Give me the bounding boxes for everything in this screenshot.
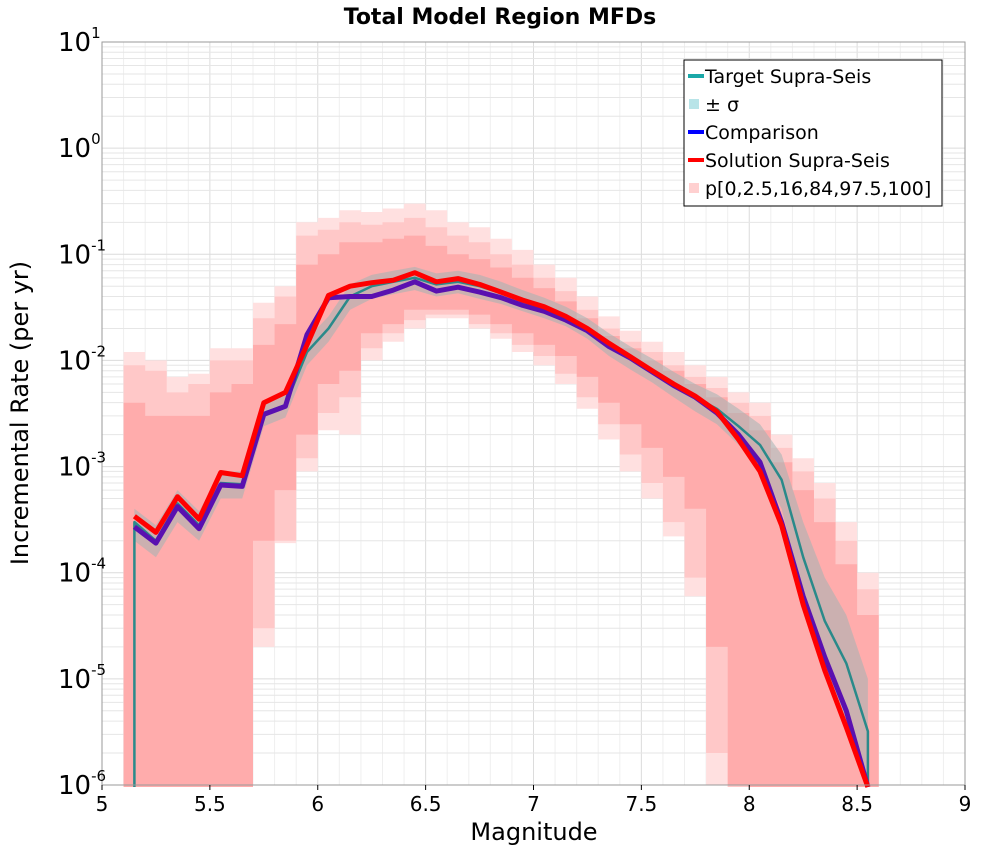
target-sigma-band: [134, 266, 868, 787]
y-tick-label: 101: [58, 24, 101, 58]
x-tick-label: 7.5: [625, 792, 657, 816]
legend-box: [683, 59, 943, 207]
y-tick-label: 10-2: [58, 342, 106, 376]
legend-label: Solution Supra-Seis: [705, 150, 890, 172]
y-tick-label: 10-5: [58, 661, 106, 695]
x-tick-label: 8: [743, 792, 756, 816]
y-tick-label: 10-1: [58, 236, 106, 270]
chart-title: Total Model Region MFDs: [344, 5, 657, 30]
legend-swatch: [689, 99, 699, 109]
legend-label: p[0,2.5,16,84,97.5,100]: [705, 178, 931, 200]
x-axis-ticks: 5 5.5 6 6.5 7 7.5 8 8.5 9: [96, 785, 972, 816]
x-tick-label: 9: [959, 792, 972, 816]
y-tick-label: 10-6: [58, 767, 106, 801]
legend-label: Comparison: [705, 122, 819, 144]
x-tick-label: 5: [96, 792, 109, 816]
x-tick-label: 6: [311, 792, 324, 816]
series-line-comparison: [132, 279, 871, 788]
y-tick-label: 10-4: [58, 555, 106, 589]
legend-swatch: [689, 183, 699, 193]
y-axis-label: Incremental Rate (per yr): [6, 261, 34, 565]
y-axis-ticks: 10-6 10-5 10-4 10-3 10-2 10-1 100 101: [58, 24, 106, 801]
x-tick-label: 6.5: [410, 792, 442, 816]
x-tick-label: 8.5: [841, 792, 873, 816]
sigma-band: [134, 266, 868, 787]
legend: Target Supra-Seis ± σ Comparison Solution S…: [683, 59, 943, 207]
series-lines: [132, 270, 871, 788]
x-tick-label: 5.5: [194, 792, 226, 816]
y-tick-label: 100: [58, 130, 101, 164]
x-tick-label: 7: [527, 792, 540, 816]
percentile-band-p16-p84: [123, 235, 879, 788]
legend-label: ± σ: [705, 94, 739, 116]
y-tick-label: 10-3: [58, 449, 106, 483]
legend-label: Target Supra-Seis: [704, 66, 871, 88]
series-line-solution-supra-seis: [132, 270, 871, 788]
x-axis-label: Magnitude: [470, 818, 597, 846]
